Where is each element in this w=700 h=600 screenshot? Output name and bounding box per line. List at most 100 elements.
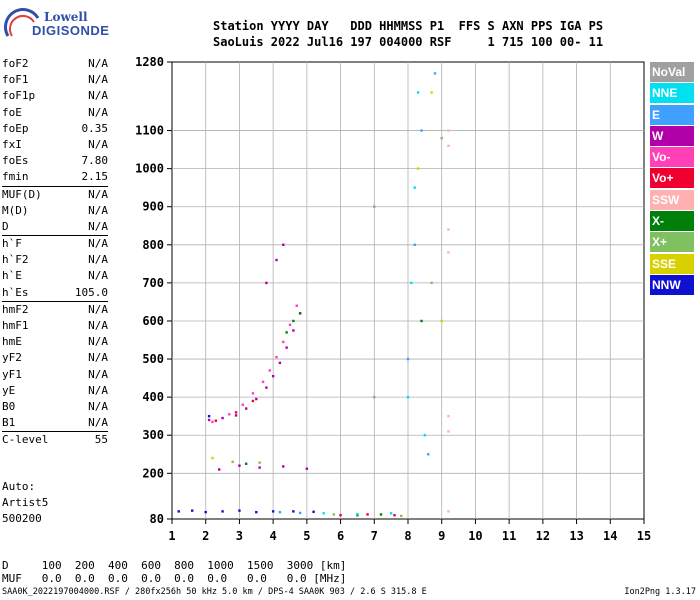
param-value: 0.35 (81, 121, 109, 135)
legend-item: X+ (650, 232, 694, 253)
param-row: h`E N/A (2, 268, 108, 284)
data-point (427, 453, 430, 456)
param-row: h`Es 105.0 (2, 285, 108, 301)
data-point (430, 281, 433, 285)
data-point (410, 281, 413, 285)
data-point (389, 512, 393, 515)
data-point (271, 510, 275, 513)
param-name: fmin (2, 170, 29, 184)
param-value: N/A (88, 219, 108, 233)
data-point (440, 319, 443, 323)
param-name: foF2 (2, 57, 29, 70)
data-point (275, 355, 278, 359)
param-row: C-level 55 (2, 431, 108, 448)
tick-label-x: 2 (202, 529, 209, 543)
data-point (423, 434, 427, 437)
series-ssw (447, 129, 450, 513)
series-w (207, 243, 309, 471)
auto-info: Auto: Artist5 500200 (2, 479, 48, 527)
series-vo- (214, 399, 396, 517)
param-value: 7.80 (81, 154, 109, 168)
param-name: C-level (2, 433, 49, 447)
data-point (322, 512, 325, 515)
logo-line2: DIGISONDE (32, 23, 110, 38)
data-point (211, 420, 214, 424)
muf-row: MUF 0.0 0.0 0.0 0.0 0.0 0.0 0.0 0.0 [MHz… (2, 572, 347, 585)
data-point (204, 510, 207, 514)
param-name: D (2, 219, 9, 233)
series-e (278, 72, 437, 515)
header-line2: SaoLuis 2022 Jul16 197 004000 RSF 1 715 … (213, 35, 604, 49)
series-vo- (211, 304, 298, 424)
param-row: h`F N/A (2, 235, 108, 252)
data-point (238, 509, 241, 512)
param-row: foEs 7.80 (2, 153, 108, 169)
series-x- (231, 136, 443, 518)
data-point (292, 510, 295, 513)
data-point (393, 513, 396, 517)
param-value: N/A (88, 187, 108, 201)
data-point (447, 510, 450, 513)
data-point (420, 319, 423, 323)
legend-item: W (650, 125, 694, 146)
legend-item: Vo- (650, 147, 694, 168)
data-point (400, 514, 403, 518)
param-name: h`F2 (2, 253, 29, 267)
param-name: foF1p (2, 89, 36, 103)
data-point (214, 419, 218, 422)
tick-label-y: 300 (142, 428, 164, 442)
data-point (406, 395, 410, 399)
logo-arc-icon (4, 8, 40, 37)
param-row: hmF1 N/A (2, 318, 108, 334)
tick-label-y: 800 (142, 238, 164, 252)
param-name: hmE (2, 335, 22, 349)
param-value: N/A (88, 383, 108, 397)
tick-label-y: 600 (142, 314, 164, 328)
param-row: hmE N/A (2, 334, 108, 350)
data-point (413, 186, 416, 189)
param-row: foE N/A (2, 105, 108, 121)
data-point (447, 414, 450, 418)
legend-item: Vo+ (650, 168, 694, 189)
series-nne (322, 91, 427, 516)
param-row: M(D) N/A (2, 203, 108, 219)
legend-item: NNW (650, 274, 694, 295)
data-point (285, 346, 288, 349)
data-point (379, 513, 383, 516)
auto-version: 500200 (2, 512, 42, 525)
auto-program: Artist5 (2, 496, 49, 509)
data-point (292, 329, 295, 332)
data-point (244, 407, 248, 410)
data-point (241, 403, 244, 406)
data-point (416, 167, 420, 170)
param-value: N/A (88, 319, 108, 332)
param-name: M(D) (2, 203, 29, 217)
param-row: MUF(D) N/A (2, 185, 108, 203)
param-row: fxI N/A (2, 137, 108, 153)
data-point (255, 397, 258, 401)
param-name: yF2 (2, 351, 22, 365)
data-point (265, 386, 268, 389)
series-noval (373, 205, 376, 399)
data-point (298, 511, 302, 515)
tick-label-x: 14 (603, 529, 617, 543)
param-value: N/A (88, 89, 108, 103)
param-name: h`E (2, 269, 22, 283)
series-nnw (177, 414, 315, 514)
param-name: foE (2, 105, 22, 119)
series-sse (211, 91, 443, 460)
param-row: B0 N/A (2, 399, 108, 415)
data-point (258, 466, 261, 469)
param-row: foF2 N/A (2, 56, 108, 72)
param-name: yE (2, 383, 16, 397)
tick-label-x: 3 (236, 529, 243, 543)
legend-item: SSW (650, 189, 694, 210)
tick-label-y: 1100 (135, 124, 164, 138)
tick-label-x: 10 (468, 529, 482, 543)
data-point (221, 416, 224, 420)
data-point (234, 414, 238, 417)
data-point (298, 312, 302, 315)
param-value: 105.0 (74, 285, 108, 299)
data-point (238, 464, 241, 467)
